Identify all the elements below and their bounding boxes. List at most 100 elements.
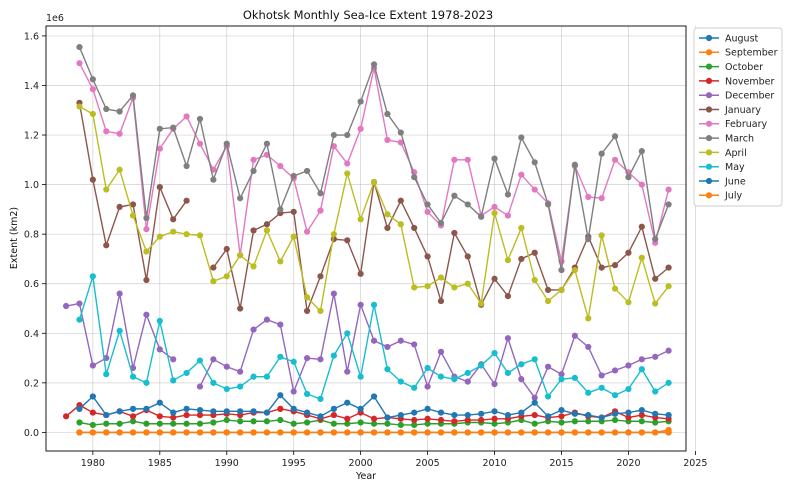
legend-label: October: [725, 62, 763, 73]
data-point: [143, 429, 150, 436]
data-point: [491, 380, 498, 388]
data-point: [611, 285, 619, 292]
data-point: [478, 213, 485, 220]
data-point: [196, 357, 204, 364]
legend-marker: [705, 77, 713, 84]
data-point: [103, 420, 110, 427]
data-point: [344, 160, 351, 167]
data-point: [143, 226, 150, 233]
data-point: [89, 86, 96, 93]
data-point: [544, 429, 552, 436]
data-point: [183, 231, 190, 238]
legend-label: September: [725, 48, 778, 59]
data-point: [638, 411, 645, 419]
data-point: [370, 415, 378, 422]
data-point: [183, 411, 190, 419]
data-point: [76, 300, 83, 307]
data-point: [129, 413, 137, 420]
data-point: [370, 337, 378, 344]
series-april: [76, 103, 672, 322]
data-point: [357, 98, 364, 105]
data-point: [464, 201, 471, 208]
data-point: [156, 145, 163, 152]
data-point: [625, 414, 632, 421]
data-point: [116, 408, 123, 415]
x-tick-label: 2000: [349, 458, 373, 469]
plot-series: [62, 43, 672, 436]
data-point: [237, 418, 244, 425]
data-point: [665, 264, 672, 271]
data-point: [196, 420, 204, 427]
data-point: [638, 356, 645, 363]
data-point: [183, 429, 190, 436]
data-point: [223, 416, 230, 424]
data-point: [504, 257, 512, 264]
data-point: [558, 429, 565, 436]
data-point: [558, 266, 565, 274]
data-point: [330, 429, 337, 436]
legend-item-may: May: [699, 162, 745, 173]
data-point: [170, 420, 177, 427]
data-point: [504, 212, 512, 219]
data-point: [317, 273, 324, 280]
data-point: [89, 393, 96, 400]
data-point: [277, 162, 284, 170]
data-point: [611, 367, 619, 374]
data-point: [303, 294, 311, 301]
legend-marker: [705, 120, 713, 127]
y-multiplier-label: 1e6: [46, 13, 64, 24]
x-tick-label: 1985: [148, 458, 172, 469]
data-point: [451, 284, 458, 291]
data-point: [170, 429, 177, 436]
legend-marker: [705, 106, 713, 113]
data-point: [370, 429, 378, 436]
data-point: [585, 411, 592, 419]
data-point: [491, 350, 498, 357]
data-point: [478, 300, 485, 307]
legend-label: June: [724, 176, 746, 187]
legend-item-july: July: [699, 191, 742, 202]
data-point: [156, 420, 163, 427]
data-point: [437, 297, 445, 305]
data-point: [544, 363, 552, 370]
data-point: [143, 405, 150, 412]
legend-item-september: September: [699, 48, 778, 59]
plot-frame: [45, 25, 687, 452]
data-point: [451, 229, 458, 237]
legend-marker: [705, 163, 713, 170]
data-point: [665, 426, 672, 434]
data-point: [384, 110, 391, 118]
data-point: [210, 278, 217, 285]
data-point: [237, 305, 244, 312]
data-point: [116, 108, 123, 115]
data-point: [62, 413, 70, 420]
data-point: [424, 283, 431, 290]
data-point: [183, 113, 190, 120]
legend-item-june: June: [699, 176, 746, 187]
data-point: [478, 362, 485, 369]
data-point: [518, 409, 525, 416]
data-point: [437, 373, 445, 380]
data-point: [223, 385, 230, 393]
data-point: [451, 156, 458, 163]
data-point: [170, 409, 177, 416]
y-tick-label: 0.0: [24, 428, 39, 439]
data-point: [103, 105, 110, 113]
data-point: [437, 429, 445, 436]
data-point: [504, 293, 512, 300]
data-point: [411, 416, 418, 424]
data-point: [290, 429, 297, 436]
data-point: [76, 405, 83, 412]
data-point: [317, 190, 324, 197]
data-point: [103, 242, 110, 249]
data-point: [89, 421, 96, 429]
data-point: [638, 223, 645, 230]
data-point: [143, 214, 150, 222]
data-point: [116, 420, 123, 427]
data-point: [303, 409, 311, 416]
y-tick-label: 0.6: [24, 279, 39, 290]
data-point: [76, 43, 83, 51]
series-line: [78, 46, 670, 271]
data-point: [183, 405, 190, 412]
data-point: [303, 390, 311, 398]
